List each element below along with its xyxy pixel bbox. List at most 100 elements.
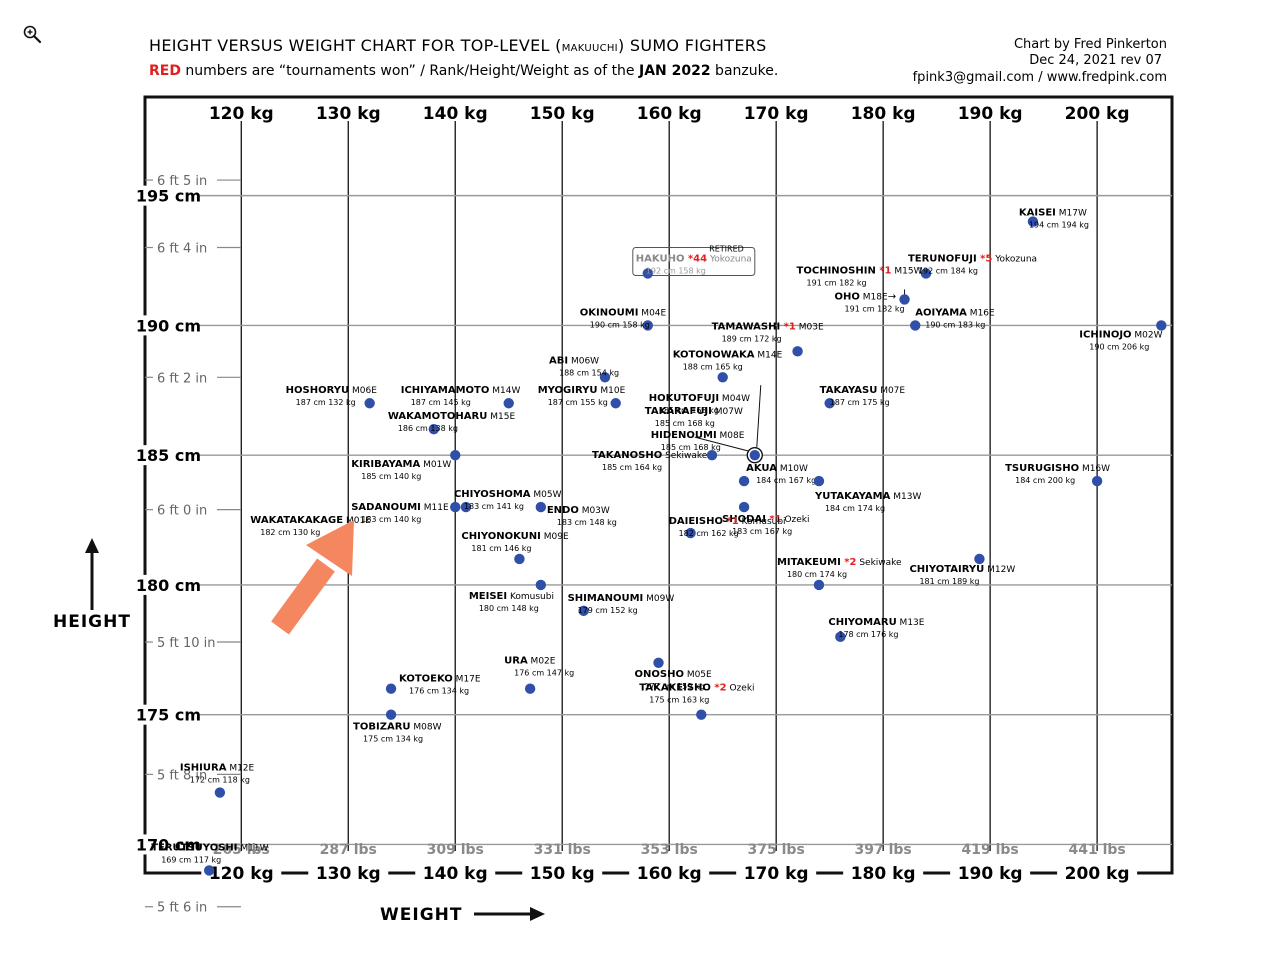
magnifier-zoom-icon (23, 25, 42, 44)
label-aoiyama: AOIYAMA M16E (915, 307, 995, 318)
dot-endo (535, 501, 547, 513)
x-tick-lbs-8: 441 lbs (1068, 842, 1125, 858)
point-tsurugisho: TSURUGISHO M16W 184 cm 200 kg (1005, 463, 1110, 487)
label-terunofuji: TERUNOFUJI *5 Yokozuna (908, 253, 1037, 264)
x-tick-bottom-5: 170 kg (744, 864, 809, 884)
label-okinoumi: OKINOUMI M04E (580, 307, 667, 318)
point-chiyomaru: CHIYOMARU M13E 178 cm 176 kg (828, 617, 925, 643)
x-tick-bg-1 (308, 860, 389, 880)
stats-kaisei: 194 cm 194 kg (1029, 221, 1089, 230)
label-daieisho: DAIEISHO *1 Komusubi (669, 516, 786, 527)
label-chiyonokuni: CHIYONOKUNI M09E (461, 531, 569, 542)
stats-mitakeumi: 180 cm 174 kg (787, 570, 847, 579)
label-tobizaru: TOBIZARU M08W (353, 722, 442, 733)
dot-hoshoryu (364, 398, 375, 409)
dot-ishiura (214, 787, 226, 798)
dot-stack (749, 449, 760, 461)
stats-takarafuji: 185 cm 168 kg (655, 419, 715, 428)
label-wakamotoharu: WAKAMOTOHARU M15E (388, 411, 516, 422)
dot-yutakayama (813, 475, 825, 487)
point-abi: ABI M06W 188 cm 154 kg (549, 355, 619, 383)
x-tick-top-6: 180 kg (851, 104, 916, 124)
y-tick-bg-4 (87, 315, 199, 336)
dot-tamawashi (792, 346, 803, 357)
label-wakatakakage: WAKATAKAKAGE M01E (250, 515, 371, 526)
dot-kiribayama (450, 449, 461, 461)
y-tick-bg-5 (87, 185, 199, 206)
stats-tobizaru: 175 cm 134 kg (363, 735, 423, 744)
point-endo: ENDO M03W 183 cm 148 kg (535, 501, 617, 527)
x-tick-bg-4 (629, 860, 710, 880)
point-terutsuyoshi: TERUTSUYOSHI M11W 169 cm 117 kg (151, 842, 269, 876)
stats-aoiyama: 190 cm 183 kg (925, 320, 985, 329)
stats-takanosho: 185 cm 164 kg (602, 463, 662, 472)
dot-shodai (738, 501, 750, 513)
x-tick-bottom-8: 200 kg (1065, 864, 1130, 884)
chart-subtitle: RED numbers are “tournaments won” / Rank… (149, 63, 778, 79)
point-hoshoryu: HOSHORYU M06E 187 cm 132 kg (286, 385, 377, 409)
x-tick-lbs-2: 309 lbs (427, 842, 484, 858)
point-kiribayama: KIRIBAYAMA M01W 185 cm 140 kg (351, 449, 461, 481)
point-tobizaru: TOBIZARU M08W 175 cm 134 kg (353, 709, 442, 744)
ft-label-5: 5 ft 8 in (157, 768, 207, 783)
label-ura: URA M02E (504, 656, 556, 667)
label-onosho: ONOSHO M05E (635, 669, 713, 680)
stats-kiribayama: 185 cm 140 kg (361, 472, 421, 481)
stats-oho: 191 cm 182 kg (845, 304, 905, 313)
stats-meisei: 180 cm 148 kg (479, 604, 539, 613)
ft-label-1: 6 ft 4 in (157, 242, 207, 257)
x-tick-bg-3 (522, 860, 603, 880)
stats-terutsuyoshi: 169 cm 117 kg (161, 855, 221, 864)
label-akua: AKUA M10W (746, 463, 808, 474)
label-tochinoshin: TOCHINOSHIN *1 M15W (797, 265, 923, 276)
x-tick-bg-8 (1057, 860, 1138, 880)
point-meisei: MEISEI Komusubi 180 cm 148 kg (469, 579, 554, 613)
point-ishiura: ISHIURA M12E 172 cm 118 kg (180, 763, 255, 798)
y-tick-3: 185 cm (136, 446, 201, 465)
label-hakuho: HAKUHO *44 Yokozuna (636, 253, 752, 264)
x-tick-bottom-4: 160 kg (637, 864, 702, 884)
point-okinoumi: OKINOUMI M04E 190 cm 158 kg (580, 307, 667, 331)
point-kotonowaka: KOTONOWAKA M14E 188 cm 165 kg (673, 349, 783, 383)
label-myogiryu: MYOGIRYU M10E (538, 385, 626, 396)
dot-tsurugisho (1091, 475, 1103, 487)
stats-hoshoryu: 187 cm 132 kg (296, 398, 356, 407)
highlight-arrow (271, 520, 354, 635)
label-hokutofuji: HOKUTOFUJI M04W (649, 393, 750, 404)
dot-takayasu (824, 398, 835, 409)
stats-ura: 176 cm 147 kg (514, 669, 574, 678)
weight-axis-title: WEIGHT (380, 905, 545, 925)
stats-chiyotairyu: 181 cm 189 kg (919, 577, 979, 586)
label-shimanoumi: SHIMANOUMI M09W (568, 593, 675, 604)
x-tick-lbs-7: 419 lbs (962, 842, 1019, 858)
point-aoiyama: AOIYAMA M16E 190 cm 183 kg (910, 307, 995, 331)
stats-ishiura: 172 cm 118 kg (190, 776, 250, 785)
stats-sadanoumi: 183 cm 140 kg (361, 515, 421, 524)
label-tamawashi: TAMAWASHI *1 M03E (712, 321, 824, 332)
point-terunofuji: TERUNOFUJI *5 Yokozuna 192 cm 184 kg (908, 253, 1037, 279)
zoom-icon[interactable] (22, 24, 44, 46)
point-takanosho: TAKANOSHO Sekiwake 185 cm 164 kg (592, 449, 718, 472)
x-tick-top-2: 140 kg (423, 104, 488, 124)
y-tick-0: 170 cm (136, 835, 201, 854)
label-takanosho: TAKANOSHO Sekiwake (592, 450, 708, 461)
axis-labels: 120 kg 120 kg 265 lbs 130 kg 130 kg 287 lbs 14… (87, 104, 1138, 916)
chart-title: HEIGHT VERSUS WEIGHT CHART FOR TOP-LEVEL… (149, 36, 767, 55)
point-chiyoshoma: CHIYOSHOMA M05W 183 cm 141 kg (454, 489, 562, 513)
point-onosho: ONOSHO M05E 177 cm 159 kg (635, 657, 713, 691)
dot-chiyotairyu (974, 553, 985, 565)
x-tick-bottom-1: 130 kg (316, 864, 381, 884)
stats-hokutofuji: 185 cm 168 kg (659, 406, 719, 415)
stats-ichinojo: 190 cm 206 kg (1089, 342, 1149, 351)
dot-aoiyama (910, 320, 921, 331)
stats-kotonowaka: 188 cm 165 kg (683, 362, 743, 371)
stats-daieisho: 182 cm 162 kg (679, 529, 739, 538)
x-tick-lbs-0: 265 lbs (213, 842, 270, 858)
dot-meisei (535, 579, 547, 591)
x-tick-bottom-0: 120 kg (209, 864, 274, 884)
stats-shimanoumi: 179 cm 152 kg (578, 606, 638, 615)
data-points: KAISEI M17W 194 cm 194 kg TERUNOFUJI *5 Yo… (151, 208, 1167, 876)
stats-shodai: 183 cm 167 kg (732, 527, 792, 536)
point-shodai: SHODAI *1 Ozeki 183 cm 167 kg (722, 501, 810, 536)
